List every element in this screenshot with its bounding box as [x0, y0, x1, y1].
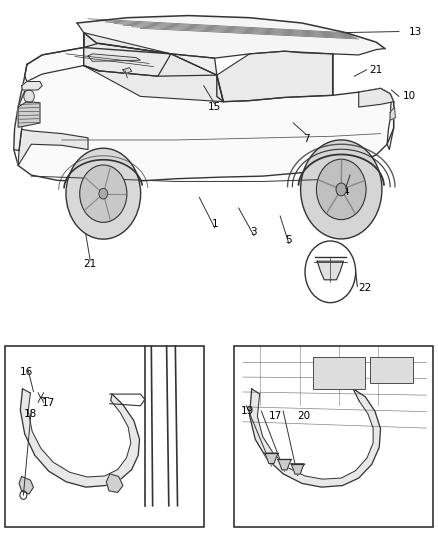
Polygon shape	[21, 82, 42, 90]
Text: 21: 21	[84, 259, 97, 269]
Text: 16: 16	[19, 367, 33, 377]
Bar	[234, 346, 433, 527]
Polygon shape	[123, 68, 132, 74]
Polygon shape	[84, 33, 223, 102]
Text: 21: 21	[370, 65, 383, 75]
Text: 4: 4	[343, 187, 349, 197]
Text: 20: 20	[297, 411, 311, 422]
Polygon shape	[14, 47, 394, 181]
Bar	[313, 357, 365, 389]
Polygon shape	[217, 51, 332, 102]
Bar	[5, 346, 204, 527]
Text: 13: 13	[409, 27, 422, 37]
Polygon shape	[25, 43, 171, 82]
Circle shape	[24, 90, 34, 103]
Polygon shape	[77, 15, 385, 58]
Polygon shape	[20, 389, 140, 487]
Circle shape	[99, 188, 108, 199]
Text: 18: 18	[24, 409, 37, 419]
Polygon shape	[317, 261, 343, 280]
Polygon shape	[291, 464, 304, 474]
Polygon shape	[18, 102, 40, 127]
Polygon shape	[19, 477, 33, 494]
Polygon shape	[250, 389, 381, 487]
Text: 22: 22	[359, 283, 372, 293]
Text: 3: 3	[251, 227, 257, 237]
Text: 10: 10	[403, 91, 416, 101]
Bar	[370, 357, 413, 383]
Polygon shape	[390, 107, 396, 120]
Circle shape	[300, 140, 382, 239]
Polygon shape	[18, 130, 88, 165]
Circle shape	[80, 165, 127, 222]
Polygon shape	[234, 346, 433, 527]
Text: 7: 7	[303, 134, 310, 144]
Text: 1: 1	[211, 219, 218, 229]
Text: 15: 15	[208, 102, 221, 112]
Polygon shape	[84, 33, 217, 76]
Circle shape	[66, 148, 141, 239]
Text: 5: 5	[286, 235, 292, 245]
Polygon shape	[278, 459, 291, 470]
Polygon shape	[106, 474, 123, 492]
Circle shape	[336, 183, 346, 196]
Polygon shape	[359, 88, 394, 107]
Circle shape	[305, 241, 356, 303]
Text: 17: 17	[42, 398, 55, 408]
Text: 17: 17	[269, 411, 283, 422]
Polygon shape	[88, 54, 141, 61]
Polygon shape	[5, 346, 204, 527]
Polygon shape	[14, 82, 27, 151]
Text: 19: 19	[241, 406, 254, 416]
Polygon shape	[265, 453, 278, 464]
Circle shape	[316, 159, 366, 220]
